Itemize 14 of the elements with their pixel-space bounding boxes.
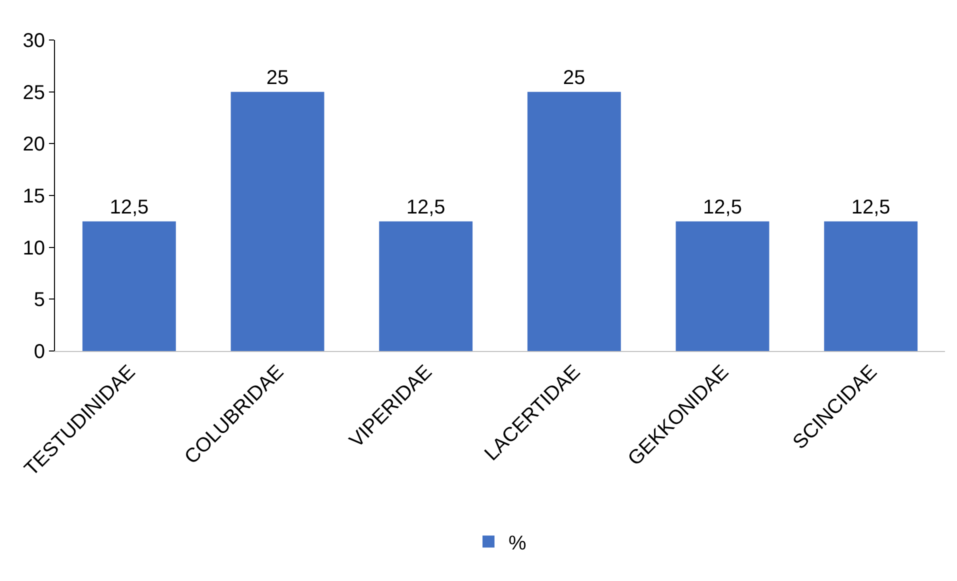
y-tick-label: 10 (22, 237, 45, 260)
y-tick-label: 15 (22, 186, 45, 208)
y-tick-label: 0 (34, 341, 45, 363)
y-tick-label: 25 (22, 82, 45, 104)
y-tick-label: 20 (22, 134, 45, 156)
legend-label: % (508, 532, 526, 554)
data-label: 25 (266, 66, 289, 89)
data-label: 12,5 (703, 196, 742, 218)
y-tick-label: 5 (34, 289, 45, 312)
data-label: 25 (563, 66, 586, 89)
data-label: 12,5 (110, 196, 149, 218)
data-label: 12,5 (851, 196, 890, 218)
data-label: 12,5 (406, 196, 446, 218)
y-tick-label: 30 (22, 30, 45, 52)
